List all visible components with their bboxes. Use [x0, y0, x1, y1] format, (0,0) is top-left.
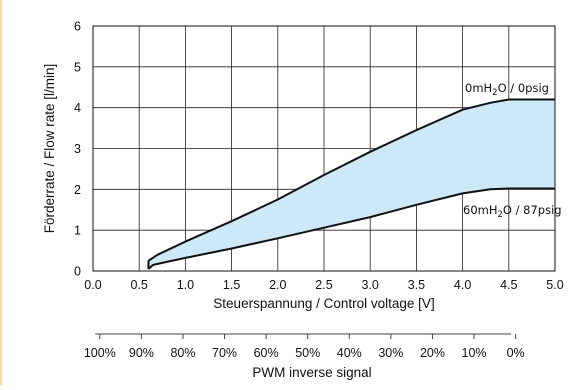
pwm-axis: 100% 90% 80% 70% 60% 50% 40% 30% 20% 10% 0%: [84, 333, 525, 360]
x-tick-label: 2.5: [315, 278, 332, 292]
y-tick-labels: 0 1 2 3 4 5 6: [74, 20, 81, 279]
pwm-tick-label: 80%: [170, 346, 195, 360]
pwm-tick-label: 40%: [337, 346, 362, 360]
left-border-rule: [0, 0, 2, 385]
flow-band-fill: [148, 99, 555, 269]
x-tick-label: 1.5: [223, 278, 240, 292]
x-tick-label: 2.0: [269, 278, 286, 292]
pwm-tick-label: 50%: [295, 346, 320, 360]
pwm-tick-label: 10%: [462, 346, 487, 360]
y-tick-label: 0: [74, 265, 81, 279]
plot-frame: [92, 25, 556, 272]
y-tick-label: 4: [74, 101, 81, 115]
y-tick-label: 5: [74, 60, 81, 74]
x-tick-label: 0.0: [84, 278, 101, 292]
x-tick-label: 5.0: [546, 278, 563, 292]
y-tick-label: 1: [74, 224, 81, 238]
pwm-tick-label: 30%: [378, 346, 403, 360]
pwm-axis-title: PWM inverse signal: [252, 365, 371, 380]
x-tick-labels: 0.0 0.5 1.0 1.5 2.0 2.5 3.0 3.5 4.0 4.5 5.0: [84, 278, 563, 292]
x-tick-label: 3.0: [362, 278, 379, 292]
y-axis-title: Förderrate / Flow rate [l/min]: [42, 64, 57, 234]
x-axis-title: Steuerspannung / Control voltage [V]: [213, 296, 434, 311]
pwm-tick-label: 90%: [129, 346, 154, 360]
series-lines: [147, 98, 555, 270]
x-tick-label: 3.5: [408, 278, 425, 292]
y-tick-label: 3: [74, 142, 81, 156]
pwm-tick-label: 60%: [254, 346, 279, 360]
x-tick-label: 4.0: [454, 278, 471, 292]
x-tick-label: 0.5: [131, 278, 148, 292]
pwm-tick-label: 100%: [84, 346, 116, 360]
series-label-0psig: 0mH2O / 0psig: [465, 81, 549, 98]
series-line-0psig: [147, 98, 555, 262]
series-label-87psig: 60mH2O / 87psig: [463, 203, 562, 220]
x-tick-label: 4.5: [500, 278, 517, 292]
y-tick-label: 6: [74, 20, 81, 34]
pwm-tick-label: 0%: [507, 346, 525, 360]
y-tick-label: 2: [74, 183, 81, 197]
x-tick-label: 1.0: [177, 278, 194, 292]
pwm-tick-label: 70%: [212, 346, 237, 360]
pwm-tick-label: 20%: [420, 346, 445, 360]
series-labels: 0mH2O / 0psig 60mH2O / 87psig: [463, 81, 562, 220]
series-line-87psig: [147, 187, 555, 270]
